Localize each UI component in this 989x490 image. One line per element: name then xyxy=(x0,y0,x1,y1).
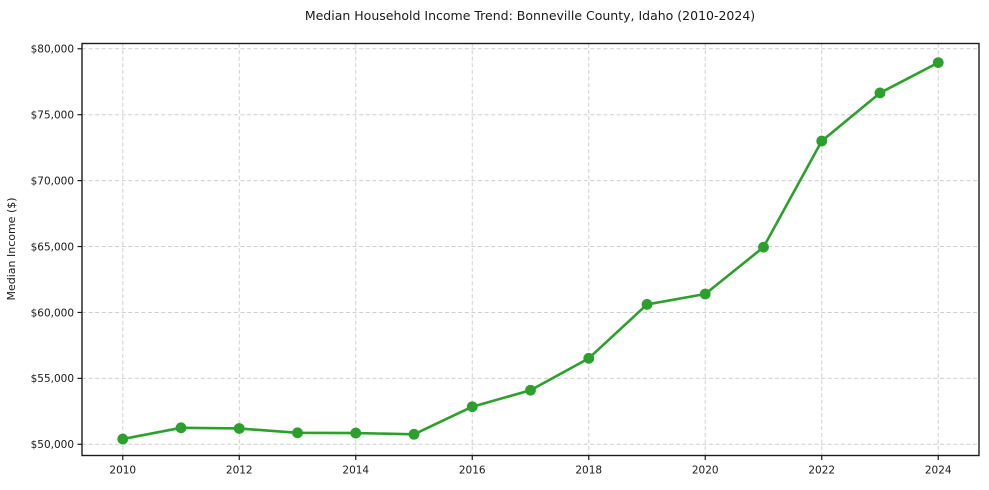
x-tick-label: 2020 xyxy=(692,465,719,477)
x-tick-label: 2010 xyxy=(109,465,136,477)
y-tick-label: $70,000 xyxy=(31,175,74,187)
x-tick-label: 2018 xyxy=(575,465,602,477)
y-tick-label: $50,000 xyxy=(31,439,74,451)
y-tick-label: $60,000 xyxy=(31,307,74,319)
tick-labels: $50,000 $55,000 $60,000 $65,000 $70,000 $75,0… xyxy=(31,44,952,477)
income-trend-series xyxy=(117,57,944,445)
y-tick-label: $55,000 xyxy=(31,373,74,385)
y-tick-label: $80,000 xyxy=(31,44,74,56)
x-tick-label: 2022 xyxy=(808,465,835,477)
data-point xyxy=(699,288,711,300)
data-point xyxy=(932,57,944,69)
x-tick-label: 2024 xyxy=(925,465,952,477)
data-point xyxy=(583,352,595,364)
data-point xyxy=(758,241,769,253)
data-point xyxy=(175,422,187,434)
y-tick-label: $65,000 xyxy=(31,241,74,253)
data-point xyxy=(117,433,129,445)
data-point xyxy=(641,299,653,310)
plot-border xyxy=(81,42,980,457)
data-point xyxy=(350,427,362,439)
x-tick-label: 2014 xyxy=(342,465,369,477)
data-point xyxy=(466,401,478,413)
chart-title: Median Household Income Trend: Bonnevill… xyxy=(305,8,755,23)
x-tick-label: 2012 xyxy=(226,465,253,477)
y-axis-label: Median Income ($) xyxy=(5,197,18,300)
data-point xyxy=(816,135,828,147)
axes-frame xyxy=(77,42,980,460)
gridlines xyxy=(82,43,979,456)
data-point xyxy=(874,87,886,99)
data-point xyxy=(525,384,536,396)
data-point xyxy=(408,428,420,440)
x-tick-label: 2016 xyxy=(459,465,486,477)
data-point xyxy=(233,423,245,434)
trend-line xyxy=(121,61,940,441)
data-point xyxy=(292,427,303,439)
y-tick-label: $75,000 xyxy=(31,109,74,121)
